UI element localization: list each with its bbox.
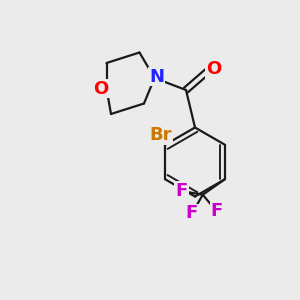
Text: N: N (149, 68, 164, 85)
Text: F: F (176, 182, 188, 200)
Text: F: F (211, 202, 223, 220)
Text: O: O (94, 80, 109, 98)
Text: F: F (186, 204, 198, 222)
Text: Br: Br (149, 126, 172, 144)
Text: O: O (206, 60, 221, 78)
